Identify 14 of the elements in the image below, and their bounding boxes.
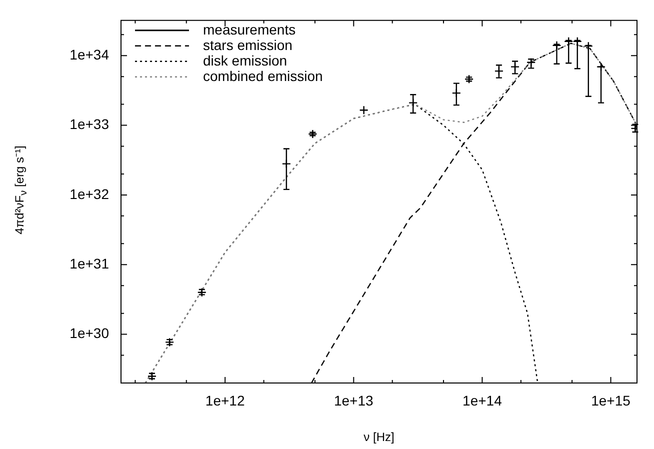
y-tick-label: 1e+31 <box>70 255 110 272</box>
y-tick-label: 1e+30 <box>70 325 110 342</box>
legend-label: measurements <box>203 21 296 38</box>
legend-label: stars emission <box>203 36 292 53</box>
x-tick-label: 1e+13 <box>334 392 374 408</box>
x-tick-label: 1e+14 <box>462 392 502 408</box>
legend-label: disk emission <box>203 52 288 68</box>
x-tick-label: 1e+15 <box>591 392 631 408</box>
x-tick-label: 1e+12 <box>205 392 245 408</box>
x-axis-title: ν [Hz] <box>364 430 394 444</box>
y-tick-label: 1e+32 <box>70 186 110 202</box>
y-tick-label: 1e+33 <box>70 116 110 132</box>
y-tick-label: 1e+34 <box>70 46 110 62</box>
legend-label: combined emission <box>203 68 323 84</box>
